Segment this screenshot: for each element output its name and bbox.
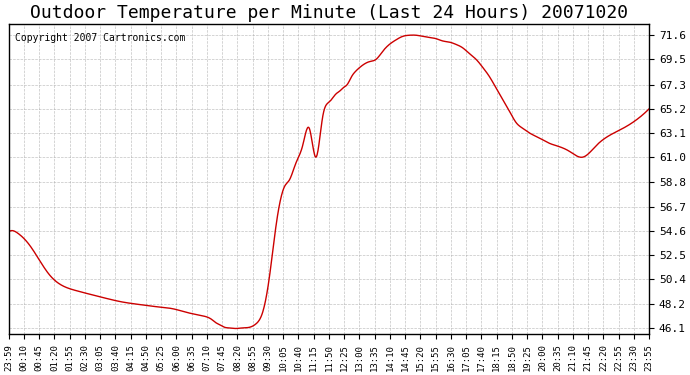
Title: Outdoor Temperature per Minute (Last 24 Hours) 20071020: Outdoor Temperature per Minute (Last 24 … xyxy=(30,4,628,22)
Text: Copyright 2007 Cartronics.com: Copyright 2007 Cartronics.com xyxy=(15,33,186,43)
